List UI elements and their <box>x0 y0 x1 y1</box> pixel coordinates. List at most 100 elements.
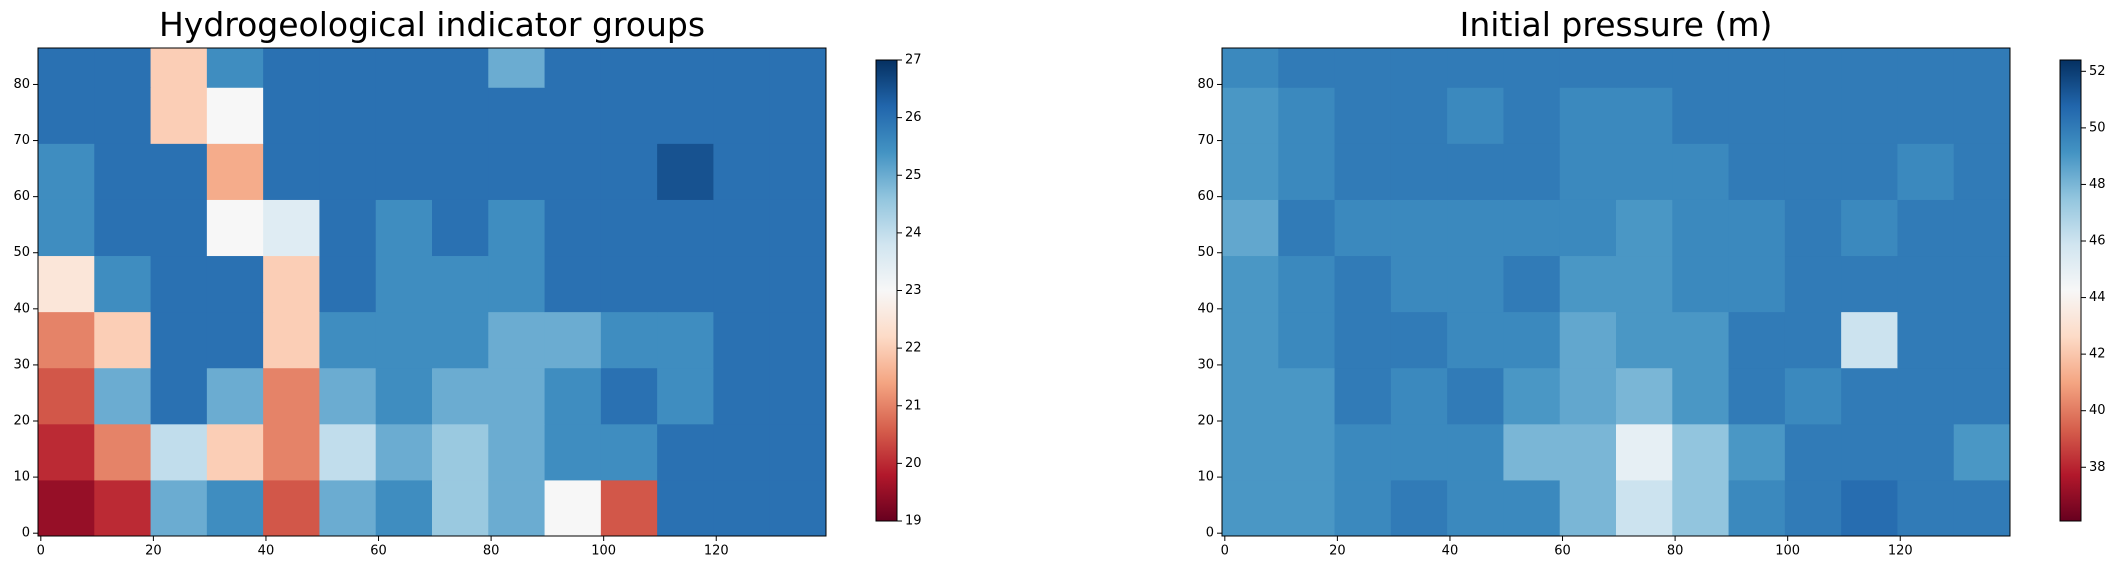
colorbar <box>875 59 898 522</box>
x-tick-label: 20 <box>1329 544 1346 559</box>
y-tick-label: 50 <box>13 245 30 260</box>
heatmap-cell <box>94 479 152 537</box>
heatmap-cell <box>1447 199 1504 257</box>
heatmap-cell <box>1503 48 1561 88</box>
heatmap-cell <box>769 367 827 425</box>
heatmap-cell <box>1503 87 1561 144</box>
heatmap-cell <box>1559 48 1617 88</box>
heatmap-cell <box>432 143 489 200</box>
colorbar-tick-label: 46 <box>2089 234 2106 249</box>
colorbar-tick-label: 50 <box>2089 120 2106 135</box>
heatmap-cell <box>1222 367 1279 425</box>
heatmap-cell <box>769 423 827 481</box>
x-tick-label: 120 <box>704 544 729 559</box>
y-tick-label: 80 <box>13 77 30 92</box>
heatmap-cell <box>150 255 208 313</box>
heatmap-cell <box>1953 255 2011 313</box>
y-tick-label: 30 <box>1197 357 1214 372</box>
heatmap-cell <box>1672 423 1730 481</box>
heatmap-cell <box>375 143 433 200</box>
heatmap-cell <box>1278 255 1336 313</box>
heatmap-cell <box>1672 255 1730 313</box>
y-tick-label: 0 <box>1206 526 1214 541</box>
colorbar-tick-label: 42 <box>2089 347 2106 362</box>
heatmap-cell <box>769 87 827 144</box>
heatmap-cell <box>1559 311 1617 369</box>
heatmap-cell <box>600 48 658 88</box>
heatmap-cell <box>263 48 320 88</box>
heatmap-cell <box>263 255 320 313</box>
heatmap-cell <box>319 423 377 481</box>
heatmap-cell <box>1447 48 1504 88</box>
heatmap-cell <box>1784 311 1842 369</box>
heatmap-cell <box>1503 143 1561 200</box>
heatmap-cell <box>375 423 433 481</box>
heatmap-cell <box>1897 479 1955 537</box>
heatmap-cell <box>544 87 602 144</box>
heatmap-cell <box>1841 423 1898 481</box>
heatmap-cell <box>1897 255 1955 313</box>
heatmap-cell <box>1390 199 1448 257</box>
heatmap-cell <box>150 367 208 425</box>
heatmap-cell <box>1953 87 2011 144</box>
x-tick-label: 80 <box>483 544 500 559</box>
colorbar-tick-label: 19 <box>905 514 922 529</box>
heatmap-cell <box>263 423 320 481</box>
heatmap-cell <box>94 255 152 313</box>
heatmap-cell <box>319 311 377 369</box>
heatmap-cell <box>1334 199 1392 257</box>
heatmap-cell <box>150 143 208 200</box>
heatmap-cell <box>1728 311 1786 369</box>
heatmap-cell <box>713 367 771 425</box>
heatmap-cell <box>206 367 264 425</box>
heatmap-cell <box>38 423 95 481</box>
chart-title: Initial pressure (m) <box>1460 5 1773 44</box>
heatmap-cell <box>544 479 602 537</box>
heatmap-cell <box>600 367 658 425</box>
x-tick-label: 60 <box>370 544 387 559</box>
heatmap-cell <box>1953 367 2011 425</box>
heatmap-cell <box>657 48 714 88</box>
heatmap-cell <box>1334 423 1392 481</box>
heatmap-cell <box>1841 367 1898 425</box>
heatmap-cell <box>1334 255 1392 313</box>
colorbar-tick-label: 21 <box>905 398 922 413</box>
heatmap-cell <box>1334 87 1392 144</box>
heatmap-cell <box>94 48 152 88</box>
heatmap-cell <box>150 199 208 257</box>
heatmap-cell <box>1278 199 1336 257</box>
heatmap-cell <box>1334 48 1392 88</box>
colorbar-tick-label: 52 <box>2089 64 2106 79</box>
heatmap-cell <box>657 255 714 313</box>
x-tick-label: 20 <box>145 544 162 559</box>
heatmap-cell <box>38 367 95 425</box>
heatmap-cell <box>1784 423 1842 481</box>
y-tick-label: 20 <box>13 414 30 429</box>
heatmap-cell <box>1728 143 1786 200</box>
y-tick-label: 70 <box>13 133 30 148</box>
heatmap-cell <box>94 423 152 481</box>
heatmap-cell <box>38 143 95 200</box>
heatmap-cell <box>375 255 433 313</box>
heatmap-cell <box>1897 311 1955 369</box>
heatmap-cell <box>1616 367 1673 425</box>
heatmap-cell <box>1559 143 1617 200</box>
y-tick-label: 70 <box>1197 133 1214 148</box>
heatmap-cell <box>1222 87 1279 144</box>
heatmap-cell <box>1447 367 1504 425</box>
x-tick-label: 120 <box>1888 544 1913 559</box>
heatmap-cell <box>1728 479 1786 537</box>
heatmap-cell <box>432 311 489 369</box>
heatmap-cell <box>1222 423 1279 481</box>
y-tick-label: 80 <box>1197 77 1214 92</box>
heatmap-cell <box>1841 255 1898 313</box>
heatmap-cell <box>1503 423 1561 481</box>
heatmap-cell <box>1222 255 1279 313</box>
heatmap-cell <box>488 423 546 481</box>
heatmap-cell <box>263 311 320 369</box>
heatmap-cell <box>1616 255 1673 313</box>
heatmap-cell <box>1784 143 1842 200</box>
heatmap-cell <box>1784 199 1842 257</box>
heatmap-cell <box>1616 143 1673 200</box>
